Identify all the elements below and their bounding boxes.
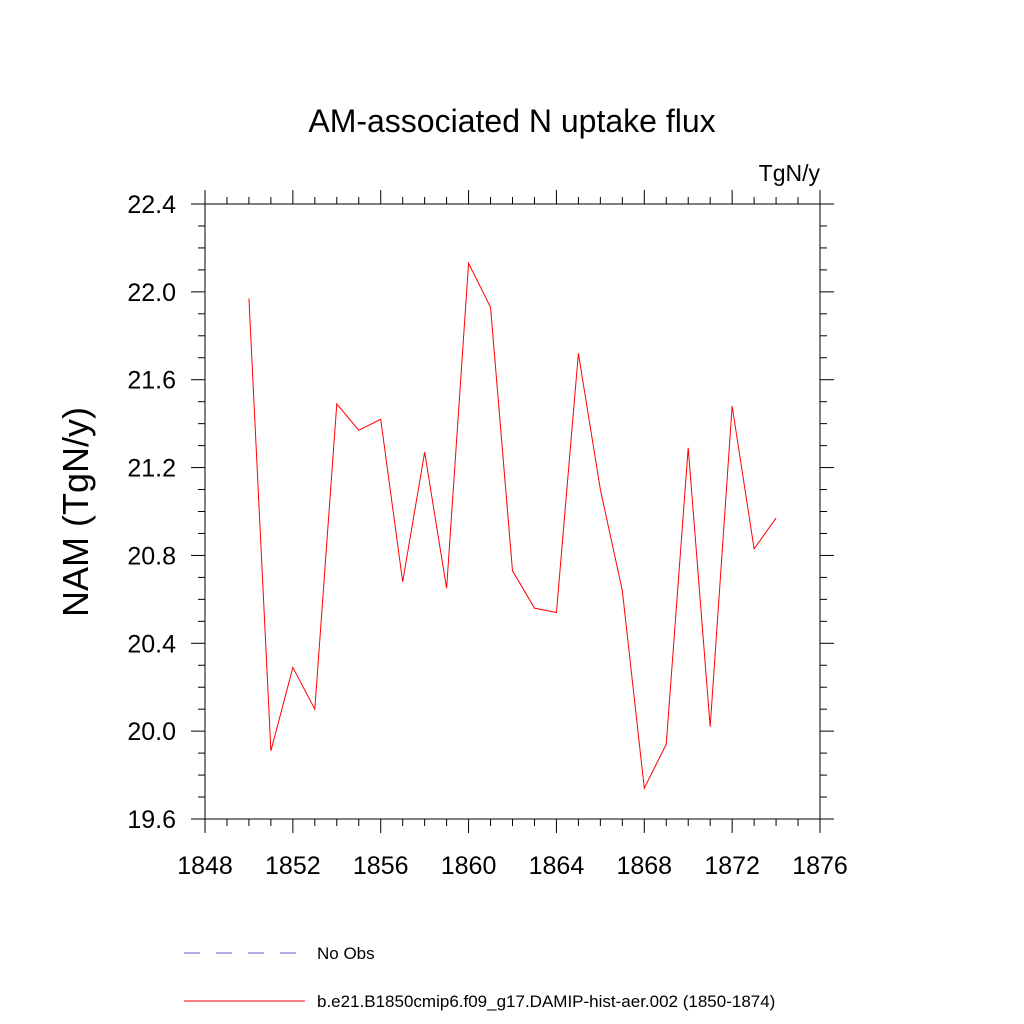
data-point [688,447,689,448]
data-point [248,298,249,299]
y-tick-label: 20.0 [127,718,176,746]
data-point [534,608,535,609]
data-point [424,452,425,453]
legend-label: No Obs [317,944,375,963]
x-tick-label: 1860 [441,852,497,880]
data-point [380,419,381,420]
data-point [754,548,755,549]
y-tick-label: 20.4 [127,630,176,658]
data-point [732,406,733,407]
data-point [644,788,645,789]
data-point [512,570,513,571]
x-tick-label: 1872 [704,852,760,880]
units-label: TgN/y [759,160,821,186]
data-point [490,307,491,308]
chart-title: AM-associated N uptake flux [308,103,715,139]
data-point [358,430,359,431]
y-tick-label: 19.6 [127,806,176,834]
y-tick-label: 21.6 [127,367,176,395]
data-point [270,750,271,751]
axis-ticks: 1848 1852 1856 1860 1864 1868 1872 1876 19.6 20.0… [127,190,848,880]
legend: No Obs b.e21.B1850cmip6.f09_g17.DAMIP-his… [184,944,775,1011]
x-tick-label: 1876 [792,852,848,880]
x-tick-label: 1868 [616,852,672,880]
data-point [336,403,337,404]
x-tick-label: 1852 [265,852,321,880]
data-point [468,263,469,264]
y-tick-label: 21.2 [127,455,176,483]
plot-frame [204,203,821,820]
y-tick-label: 22.0 [127,279,176,307]
data-point [776,518,777,519]
x-tick-label: 1848 [177,852,233,880]
y-tick-label: 20.8 [127,542,176,570]
data-point [710,726,711,727]
data-point [446,588,447,589]
x-tick-label: 1864 [529,852,585,880]
series-layer [248,261,777,790]
y-tick-label: 22.4 [127,191,176,219]
data-point [666,744,667,745]
series-line [248,261,777,790]
data-point [314,709,315,710]
data-point [578,353,579,354]
data-point [402,581,403,582]
data-point [600,489,601,490]
y-axis-label: NAM (TgN/y) [55,407,96,617]
data-point [292,667,293,668]
legend-label: b.e21.B1850cmip6.f09_g17.DAMIP-hist-aer.… [317,992,775,1011]
x-tick-label: 1856 [353,852,409,880]
data-point [622,590,623,591]
data-point [556,612,557,613]
